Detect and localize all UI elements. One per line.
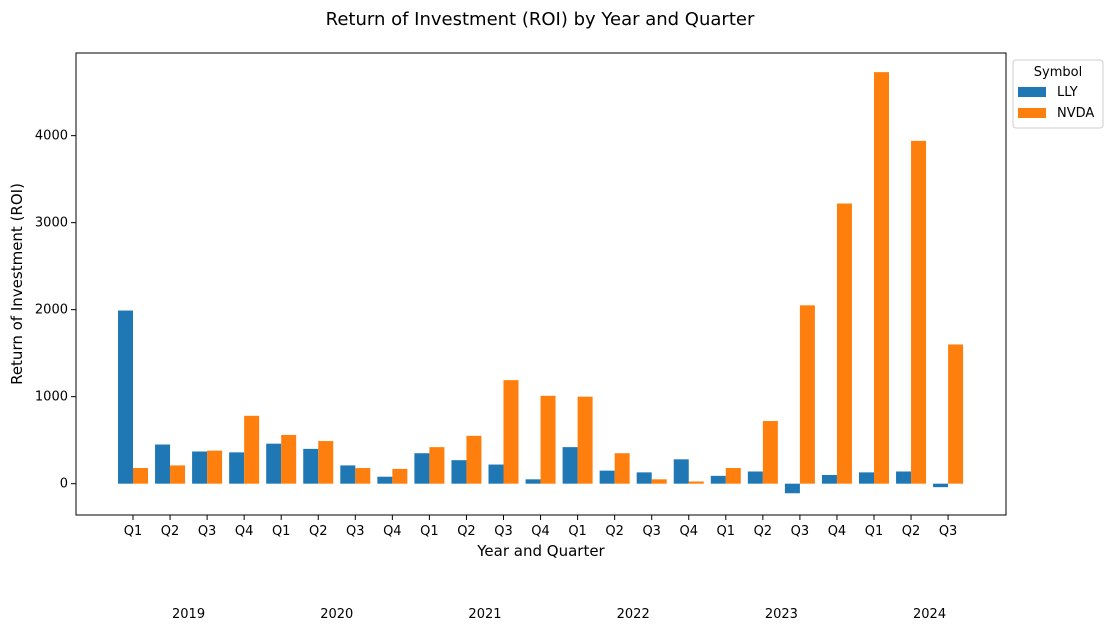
x-tick-label: Q2 [309, 524, 328, 539]
x-tick-label: Q2 [902, 524, 921, 539]
bar-nvda-12 [577, 396, 593, 484]
bar-nvda-19 [836, 203, 852, 484]
bar-nvda-22 [948, 344, 964, 484]
x-tick-label: Q1 [568, 524, 587, 539]
y-axis-title: Return of Investment (ROI) [8, 183, 26, 385]
x-tick-label: Q2 [161, 524, 180, 539]
year-labels: 2019 2020 2021 2022 2023 2024 [172, 607, 946, 622]
bar-lly-11 [525, 479, 541, 484]
legend-label-lly: LLY [1057, 85, 1078, 100]
bar-nvda-2 [207, 450, 223, 484]
bar-nvda-18 [799, 305, 815, 484]
bar-nvda-14 [651, 479, 667, 484]
plot-area [118, 72, 964, 494]
year-label: 2019 [172, 607, 205, 622]
bar-nvda-7 [392, 468, 408, 484]
legend: Symbol LLY NVDA [1012, 59, 1104, 129]
bar-lly-9 [451, 460, 467, 484]
bar-lly-15 [673, 459, 689, 484]
year-label: 2020 [320, 607, 353, 622]
bar-lly-8 [414, 453, 430, 484]
x-tick-label: Q3 [642, 524, 661, 539]
bar-nvda-20 [874, 72, 889, 484]
year-label: 2023 [765, 607, 798, 622]
bar-lly-21 [896, 471, 912, 484]
bar-nvda-0 [133, 468, 148, 484]
legend-label-nvda: NVDA [1057, 106, 1094, 121]
x-tick-label: Q2 [754, 524, 773, 539]
bar-lly-13 [599, 470, 615, 484]
bar-lly-18 [784, 483, 800, 494]
x-tick-label: Q4 [235, 524, 254, 539]
y-tick-label: 1000 [35, 390, 68, 405]
bar-lly-3 [229, 452, 245, 484]
legend-swatch-nvda [1018, 108, 1046, 118]
y-tick-label: 2000 [35, 303, 68, 318]
bar-lly-7 [377, 476, 393, 484]
bar-nvda-4 [281, 434, 297, 484]
bar-lly-14 [636, 472, 652, 484]
bar-nvda-1 [170, 465, 186, 484]
y-axis: 0 1000 2000 3000 4000 [35, 129, 76, 492]
bar-lly-16 [710, 475, 726, 484]
bar-nvda-9 [466, 435, 482, 484]
bar-lly-19 [821, 474, 837, 484]
legend-swatch-lly [1018, 87, 1046, 97]
bar-nvda-11 [540, 395, 556, 484]
y-tick-label: 4000 [35, 129, 68, 144]
bar-nvda-6 [355, 468, 371, 484]
bar-nvda-3 [244, 415, 260, 484]
x-tick-label: Q1 [272, 524, 291, 539]
bar-nvda-16 [725, 468, 741, 484]
bar-lly-6 [340, 465, 356, 484]
bar-lly-17 [747, 471, 763, 484]
x-tick-label: Q3 [494, 524, 513, 539]
bar-lly-5 [303, 448, 319, 484]
x-tick-label: Q3 [939, 524, 958, 539]
x-tick-label: Q1 [717, 524, 736, 539]
x-tick-label: Q3 [198, 524, 217, 539]
x-tick-label: Q4 [828, 524, 847, 539]
y-tick-label: 3000 [35, 216, 68, 231]
y-tick-label: 0 [60, 477, 68, 492]
x-tick-label: Q4 [531, 524, 550, 539]
x-tick-label: Q1 [865, 524, 884, 539]
x-tick-label: Q1 [420, 524, 439, 539]
year-label: 2022 [617, 607, 650, 622]
bar-nvda-10 [503, 380, 519, 484]
bar-lly-2 [192, 451, 208, 484]
bar-nvda-17 [762, 421, 778, 484]
x-tick-label: Q2 [457, 524, 476, 539]
x-tick-label: Q4 [383, 524, 402, 539]
bar-lly-4 [266, 443, 282, 484]
x-tick-label: Q1 [124, 524, 143, 539]
bar-nvda-21 [911, 140, 927, 484]
year-label: 2021 [468, 607, 501, 622]
bar-nvda-5 [318, 441, 334, 484]
legend-title: Symbol [1034, 65, 1082, 80]
bar-nvda-15 [688, 481, 704, 484]
x-tick-label: Q2 [605, 524, 624, 539]
bar-nvda-8 [429, 447, 445, 484]
bar-lly-0 [118, 310, 133, 484]
x-tick-label: Q3 [791, 524, 810, 539]
chart-title: Return of Investment (ROI) by Year and Q… [326, 9, 755, 30]
bar-lly-20 [859, 472, 874, 484]
bar-lly-12 [562, 447, 578, 484]
bar-lly-22 [933, 483, 949, 488]
bar-nvda-13 [614, 453, 630, 484]
x-axis-title: Year and Quarter [476, 542, 605, 560]
bar-lly-1 [155, 444, 171, 484]
x-axis: Q1 Q2 Q3 Q4 Q1 Q2 Q3 Q4 Q1 Q2 Q3 Q4 Q1 Q2 Q3 Q4 Q1 Q2 Q3 Q4… [124, 515, 958, 539]
x-tick-label: Q4 [679, 524, 698, 539]
x-tick-label: Q3 [346, 524, 365, 539]
year-label: 2024 [913, 607, 946, 622]
bar-lly-10 [488, 464, 504, 484]
